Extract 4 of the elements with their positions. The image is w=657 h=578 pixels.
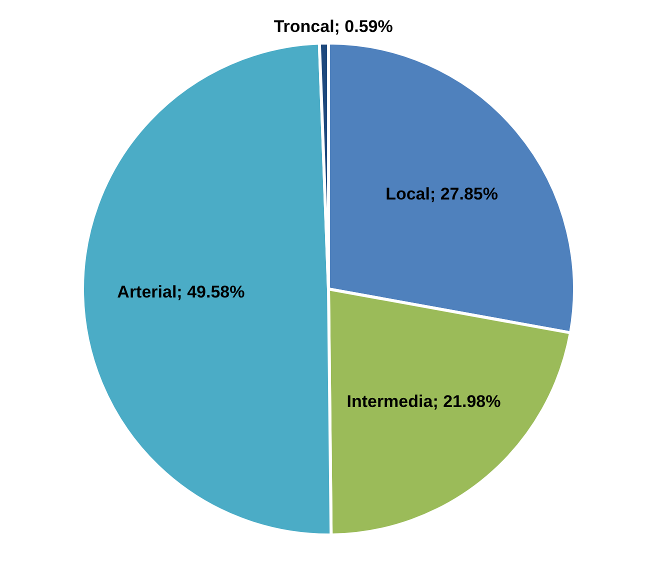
slice-label: Intermedia; 21.98% bbox=[346, 392, 501, 411]
slice-label: Arterial; 49.58% bbox=[117, 282, 245, 302]
slice-label: Troncal; 0.59% bbox=[274, 17, 393, 36]
slice-label: Local; 27.85% bbox=[386, 184, 498, 204]
